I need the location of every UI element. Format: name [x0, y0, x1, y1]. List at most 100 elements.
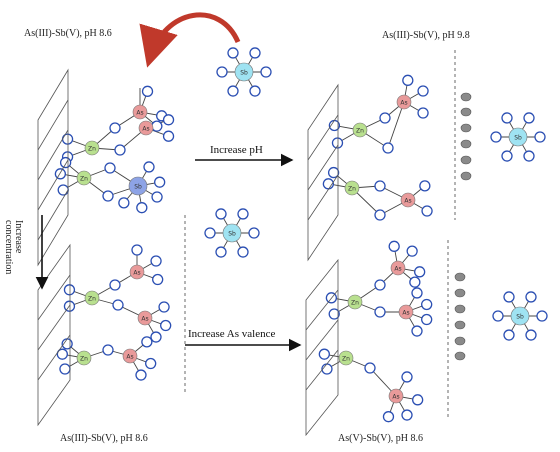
cation-bead: [454, 272, 466, 282]
bond: [387, 101, 405, 149]
oxygen-atom: [102, 344, 114, 356]
oxygen-atom: [374, 306, 386, 318]
as-atom: [132, 104, 148, 120]
oxygen-atom: [388, 240, 400, 252]
oxygen-atom: [401, 409, 413, 421]
oxygen-atom: [534, 131, 546, 143]
oxygen-atom: [56, 348, 68, 360]
oxygen-atom: [260, 66, 272, 78]
as-atom-label: As: [404, 198, 411, 205]
oxygen-atom: [216, 66, 228, 78]
surface-top-left: [37, 68, 69, 267]
oxygen-atom: [503, 291, 515, 303]
oxygen-atom: [227, 85, 239, 97]
zn-atom-label: Zn: [342, 356, 350, 363]
oxygen-atom: [204, 227, 216, 239]
sb-free-atom: [234, 62, 254, 82]
oxygen-atom: [136, 202, 148, 214]
sb-free-atom-label: Sb: [228, 231, 236, 238]
zn-atom: [344, 180, 360, 196]
zn-atom-label: Zn: [80, 176, 88, 183]
oxygen-atom: [321, 363, 333, 375]
as-atom-label: As: [142, 126, 149, 133]
surface-top-right: [307, 83, 339, 262]
label-increase-concentration: Increase concentration: [2, 220, 42, 300]
as-atom-label: As: [133, 270, 140, 277]
cation-bead: [460, 155, 472, 165]
cation-bead: [454, 351, 466, 361]
oxygen-atom: [61, 133, 74, 145]
oxygen-atom: [150, 331, 162, 343]
as-atom-label: As: [141, 316, 148, 323]
as-atom: [398, 304, 414, 320]
oxygen-atom: [131, 244, 143, 256]
as-atom-label: As: [402, 310, 409, 317]
as-atom-label: As: [392, 394, 399, 401]
oxygen-atom: [227, 47, 239, 59]
zn-atom-label: Zn: [351, 300, 359, 307]
oxygen-atom: [374, 209, 386, 221]
as-atom-label: As: [394, 266, 401, 273]
oxygen-atom: [421, 313, 433, 326]
oxygen-atom: [503, 329, 515, 341]
oxygen-atom: [331, 137, 344, 149]
cation-bead: [454, 336, 466, 346]
oxygen-atom: [102, 190, 114, 202]
oxygen-atom: [501, 112, 513, 124]
sb-free-atom: [222, 223, 242, 243]
caption-top-right: As(III)-Sb(V), pH 9.8: [382, 30, 470, 41]
zn-atom: [347, 294, 363, 310]
sb-free-atom-label: Sb: [240, 70, 248, 77]
oxygen-atom: [54, 168, 67, 180]
oxygen-atom: [215, 208, 227, 220]
label-increase-ph: Increase pH: [208, 144, 265, 156]
as-atom: [396, 94, 412, 110]
zn-atom: [352, 122, 368, 138]
sb-free-atom-label: Sb: [514, 135, 522, 142]
oxygen-atom: [162, 130, 175, 142]
oxygen-atom: [154, 176, 166, 188]
oxygen-atom: [104, 162, 116, 174]
oxygen-atom: [152, 273, 164, 286]
oxygen-atom: [57, 184, 69, 196]
oxygen-atom: [237, 208, 249, 220]
oxygen-atom: [145, 357, 157, 370]
cation-bead: [460, 139, 472, 149]
zn-atom-label: Zn: [356, 128, 364, 135]
atom-layer: [54, 47, 548, 423]
oxygen-atom: [162, 114, 175, 126]
oxygen-atom: [401, 371, 413, 383]
oxygen-atom: [112, 299, 124, 311]
oxygen-atom: [421, 298, 433, 311]
oxygen-atom: [151, 120, 163, 132]
curved-arrow-desorption: [139, 12, 241, 68]
cation-bead: [460, 107, 472, 117]
oxygen-atom: [411, 287, 423, 299]
as-atom: [388, 388, 404, 404]
oxygen-atom: [135, 369, 147, 381]
as-atom: [129, 264, 145, 280]
cation-bead: [460, 123, 472, 133]
oxygen-atom: [417, 107, 429, 119]
label-increase-line2: concentration: [3, 220, 14, 275]
as-atom: [390, 260, 406, 276]
oxygen-atom: [382, 142, 394, 154]
oxygen-atom: [249, 85, 261, 97]
oxygen-atom: [409, 276, 421, 288]
zn-atom: [76, 350, 92, 366]
cation-bead: [460, 171, 472, 181]
oxygen-atom: [59, 156, 72, 169]
oxygen-atom: [249, 47, 261, 59]
as-atom: [122, 348, 138, 364]
surface-bottom-right: [305, 258, 339, 437]
oxygen-atom: [374, 279, 386, 291]
zn-atom: [84, 290, 100, 306]
oxygen-atom: [523, 150, 535, 162]
label-increase-as-valence: Increase As valence: [186, 328, 278, 340]
oxygen-atom: [109, 279, 121, 291]
as-atom: [400, 192, 416, 208]
oxygen-atom: [109, 122, 121, 134]
oxygen-atom: [406, 245, 418, 257]
